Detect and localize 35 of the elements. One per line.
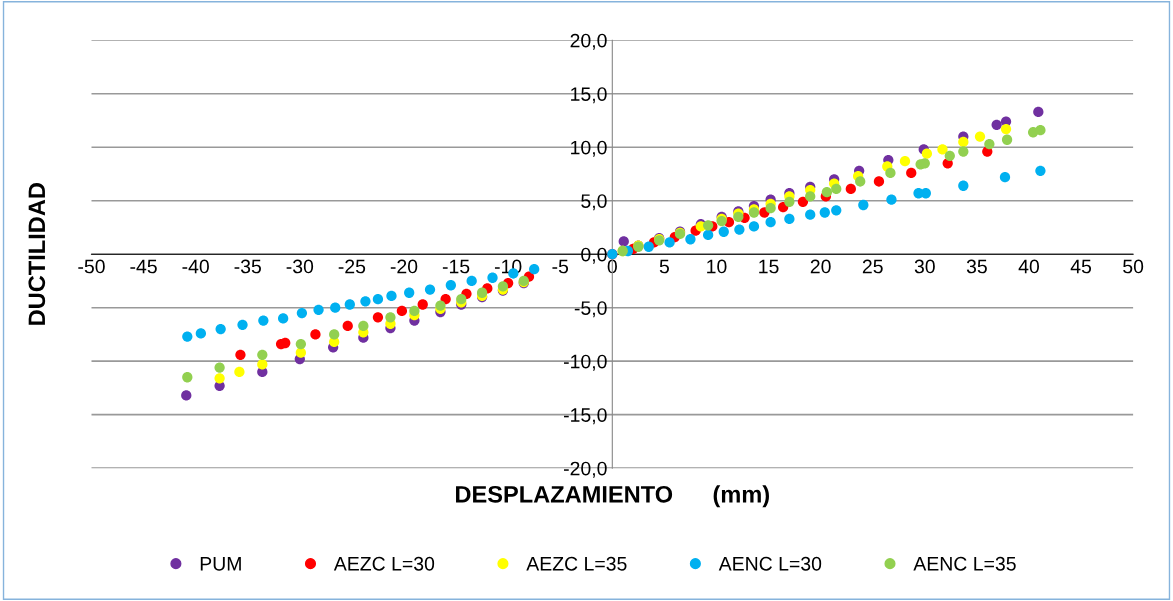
y-tick-label: 20,0 — [570, 33, 607, 50]
x-tick-label: 50 — [1123, 259, 1144, 274]
x-tick-label: 5 — [659, 259, 669, 274]
x-tick-label: -40 — [182, 259, 209, 274]
y-tick-label: -10,0 — [563, 354, 607, 371]
x-tick-label: 30 — [914, 259, 935, 274]
x-tick-label: 25 — [862, 259, 883, 274]
y-tick-label: 5,0 — [581, 194, 607, 211]
x-tick-label: -5 — [552, 259, 569, 274]
y-tick-label: 15,0 — [571, 87, 607, 104]
legend-label: PUM — [200, 557, 241, 571]
y-tick-label: -15,0 — [563, 408, 607, 425]
legend-label: AENC L=30 — [718, 556, 822, 571]
x-tick-label: 20 — [810, 259, 831, 274]
x-tick-label: -15 — [442, 259, 470, 274]
x-tick-label: -45 — [130, 259, 157, 274]
legend-label: AEZC L=30 — [333, 556, 435, 571]
x-tick-label: 45 — [1070, 259, 1092, 274]
y-tick-label: -5,0 — [574, 301, 607, 318]
x-tick-label: 15 — [759, 259, 779, 274]
x-tick-label: 40 — [1018, 259, 1040, 274]
x-tick-label: 10 — [707, 259, 727, 274]
legend-label: AEZC L=35 — [526, 556, 627, 571]
x-tick-label: -25 — [338, 259, 366, 274]
legend-label: AENC L=35 — [913, 556, 1016, 571]
x-tick-label: -20 — [390, 259, 418, 274]
x-tick-label: 35 — [966, 259, 987, 274]
y-tick-label: 10,0 — [571, 140, 607, 157]
x-axis-title: DESPLAZAMIENTO (mm) — [456, 485, 769, 508]
y-axis-title: DUCTILIDAD — [28, 183, 46, 325]
x-tick-label: -35 — [234, 259, 261, 274]
x-tick-label: 0 — [607, 259, 617, 274]
y-tick-label: -20,0 — [563, 461, 607, 478]
x-tick-label: -30 — [286, 259, 314, 274]
x-tick-label: -50 — [78, 259, 105, 274]
